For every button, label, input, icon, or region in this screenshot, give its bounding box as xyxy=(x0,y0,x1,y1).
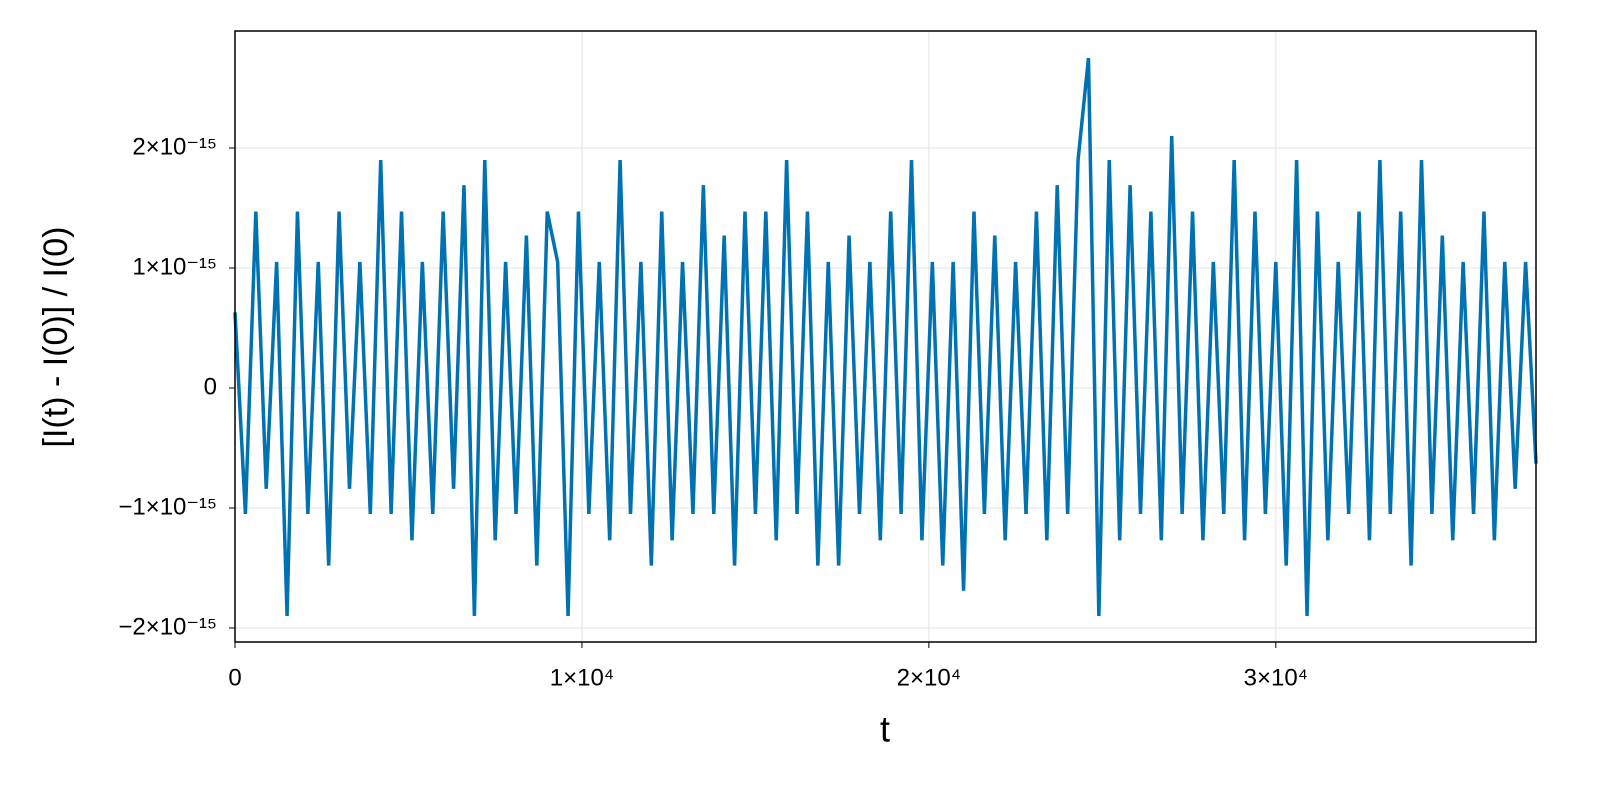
x-tick-label: 2×10⁴ xyxy=(897,664,961,691)
x-tick-label: 3×10⁴ xyxy=(1244,664,1308,691)
y-tick-label: 2×10⁻¹⁵ xyxy=(132,133,217,160)
x-tick-label: 1×10⁴ xyxy=(550,664,614,691)
y-tick-label: −2×10⁻¹⁵ xyxy=(118,613,217,640)
y-tick-label: 1×10⁻¹⁵ xyxy=(132,253,217,280)
x-tick-label: 0 xyxy=(228,664,241,691)
data-line xyxy=(233,57,1538,617)
y-tick-label: 0 xyxy=(204,373,217,400)
x-axis-label: t xyxy=(880,709,890,750)
y-axis-label: [I(t) - I(0)] / I(0) xyxy=(37,227,75,448)
y-tick-label: −1×10⁻¹⁵ xyxy=(118,493,217,520)
plot-frame xyxy=(234,30,1537,643)
